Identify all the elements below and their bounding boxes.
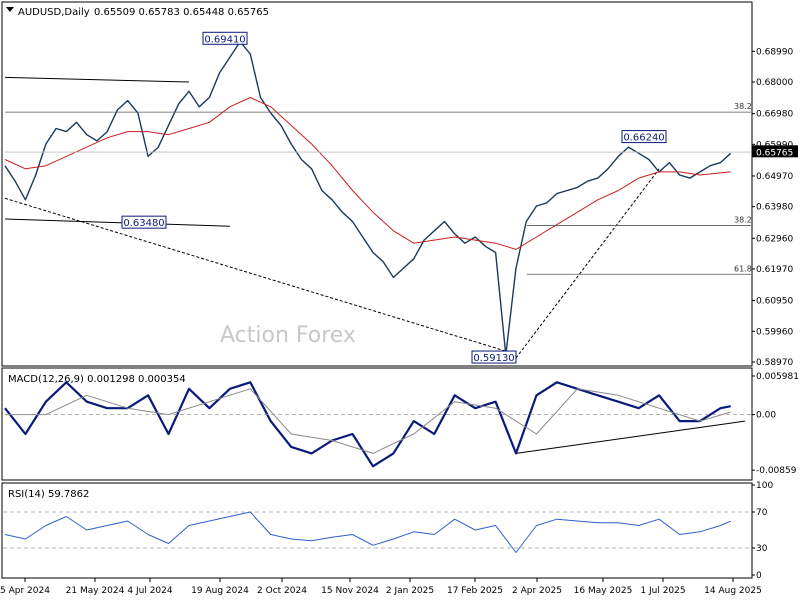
price-series-line: [4, 41, 732, 356]
x-tick-label: 2 Jan 2025: [386, 586, 434, 596]
x-tick-label: 5 Apr 2024: [0, 586, 50, 596]
x-tick-label: 2 Apr 2025: [512, 586, 562, 596]
x-tick-label: 4 Jul 2024: [127, 586, 172, 596]
x-axis: 5 Apr 2024 21 May 2024 4 Jul 2024 19 Aug 20…: [0, 578, 762, 596]
rsi-series-line: [4, 511, 731, 553]
price-annotation-label: 0.69410: [204, 34, 245, 45]
y-tick-label: 0.00: [756, 411, 776, 421]
last-price-label: 0.65765: [756, 148, 793, 158]
rsi-panel-frame[interactable]: [1, 482, 753, 579]
price-panel-frame[interactable]: [1, 1, 753, 367]
x-tick-label: 14 Aug 2025: [704, 586, 762, 596]
y-tick-label: 0.60950: [756, 297, 793, 307]
x-tick-label: 1 Jul 2025: [640, 586, 685, 596]
trendline: [515, 168, 660, 359]
x-tick-label: 19 Aug 2024: [191, 586, 249, 596]
y-tick-label: -0.00859: [756, 466, 797, 476]
fib-level-label: 38.2: [734, 102, 752, 111]
y-tick-label: 0.68990: [756, 47, 793, 57]
last-price-marker: [752, 145, 798, 158]
macd-title: MACD(12,26,9) 0.001298 0.000354: [8, 374, 186, 385]
price-annotation-box: [202, 31, 248, 45]
x-tick-label: 21 May 2024: [66, 586, 125, 596]
trendline: [4, 218, 230, 227]
macd-layer: 0.005981 0.00 -0.00859: [4, 372, 799, 476]
y-tick-label: 0.61970: [756, 265, 793, 275]
y-tick-label: 100: [756, 481, 773, 491]
y-tick-label: 0.59960: [756, 327, 793, 337]
moving-average-series-line: [4, 97, 731, 250]
x-tick-label: 16 May 2025: [574, 586, 633, 596]
price-annotation-label: 0.66240: [623, 133, 664, 144]
signal-series-line: [5, 388, 731, 454]
y-tick-label: 0.64970: [756, 172, 793, 182]
dropdown-arrow-icon[interactable]: [6, 7, 14, 12]
y-tick-label: 0.63980: [756, 203, 793, 213]
rsi-title: RSI(14) 59.7862: [8, 489, 89, 500]
symbol-label: AUDUSD,Daily: [18, 7, 90, 18]
y-tick-label: 0: [756, 571, 762, 581]
x-tick-label: 2 Oct 2024: [257, 586, 307, 596]
y-tick-label: 0.005981: [756, 372, 799, 382]
ohlc-readout: 0.65509 0.65783 0.65448 0.65765: [94, 7, 269, 18]
y-tick-label: 0.66980: [756, 110, 793, 120]
trendline: [515, 420, 746, 454]
fib-level-label: 61.8: [734, 264, 752, 273]
y-tick-label: 0.68000: [756, 78, 793, 88]
fib-level-label: 38.2: [734, 216, 752, 225]
watermark: Action Forex: [220, 323, 356, 348]
macd-panel-frame[interactable]: [1, 367, 753, 481]
trendline: [4, 76, 189, 83]
y-tick-label: 30: [756, 544, 768, 554]
price-annotation-box: [621, 130, 667, 144]
price-layer: 0.689900.680000.669800.659900.649700.639…: [4, 31, 798, 368]
rsi-layer: 100 70 30 0: [3, 481, 773, 581]
y-tick-label: 70: [756, 508, 768, 518]
x-tick-label: 15 Nov 2024: [321, 586, 379, 596]
y-tick-label: 0.62960: [756, 234, 793, 244]
price-annotation-box: [121, 215, 167, 229]
price-annotation-label: 0.63480: [123, 218, 164, 229]
y-tick-label: 0.58970: [756, 358, 793, 368]
price-annotation-box: [471, 350, 517, 364]
trendline: [4, 197, 517, 355]
price-annotation-label: 0.59130: [473, 353, 514, 364]
x-tick-label: 17 Feb 2025: [447, 586, 503, 596]
